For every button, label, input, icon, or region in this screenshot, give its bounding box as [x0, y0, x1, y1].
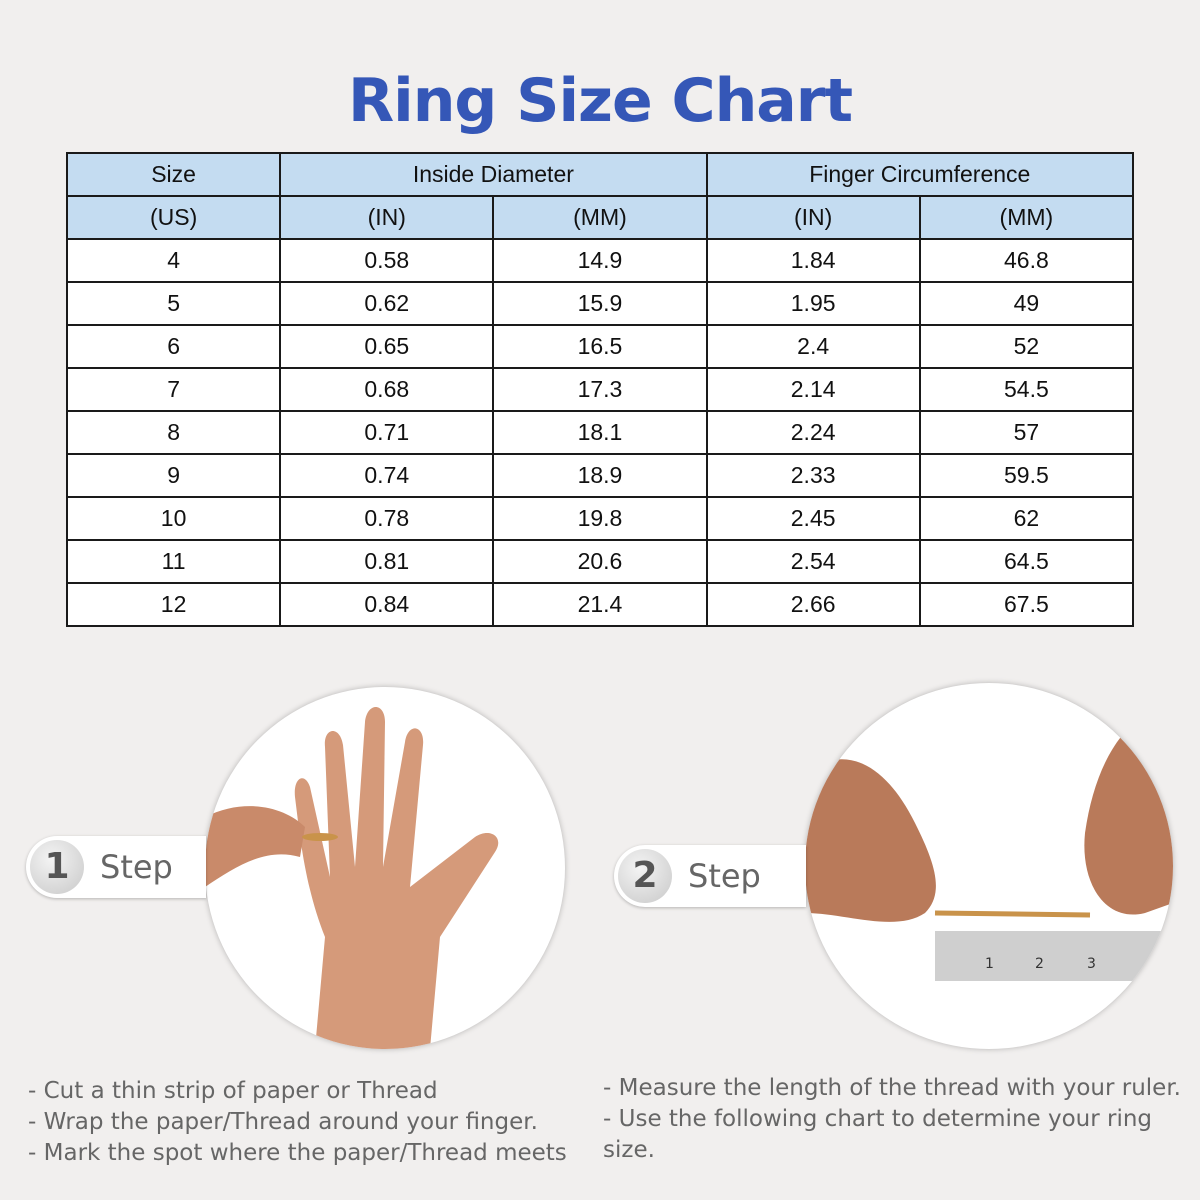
table-cell: 0.68: [279, 367, 495, 412]
table-row: 8 0.71 18.1 2.24 57: [65, 410, 1135, 455]
step-2-number: 2: [618, 849, 672, 903]
table-cell: 62: [918, 496, 1135, 541]
table-cell: 46.8: [918, 238, 1135, 283]
table-row: 10 0.78 19.8 2.45 62: [65, 496, 1135, 541]
table-cell: 2.33: [705, 453, 921, 498]
table-cell: 14.9: [492, 238, 708, 283]
table-cell: 59.5: [918, 453, 1135, 498]
table-cell: 19.8: [492, 496, 708, 541]
table-row: 4 0.58 14.9 1.84 46.8: [65, 238, 1135, 283]
table-cell: 11: [65, 539, 282, 584]
page-title: Ring Size Chart: [347, 66, 853, 136]
table-cell: 1.95: [705, 281, 921, 326]
instruction-item: Use the following chart to determine you…: [603, 1104, 1200, 1166]
unit-in: (IN): [705, 195, 921, 240]
table-cell: 0.74: [279, 453, 495, 498]
step-1-badge: 1 Step: [26, 836, 206, 898]
ring-size-table: Size Inside Diameter Finger Circumferenc…: [65, 152, 1135, 627]
instruction-item: Measure the length of the thread with yo…: [603, 1073, 1200, 1104]
table-row: 7 0.68 17.3 2.14 54.5: [65, 367, 1135, 412]
table-cell: 0.84: [279, 582, 495, 627]
table-cell: 9: [65, 453, 282, 498]
table-cell: 0.71: [279, 410, 495, 455]
instruction-item: Mark the spot where the paper/Thread mee…: [28, 1138, 567, 1169]
table-cell: 18.9: [492, 453, 708, 498]
instruction-item: Wrap the paper/Thread around your finger…: [28, 1107, 567, 1138]
table-cell: 10: [65, 496, 282, 541]
svg-text:1: 1: [985, 956, 994, 972]
table-cell: 49: [918, 281, 1135, 326]
header-size: Size: [65, 152, 282, 197]
step-2-badge: 2 Step: [614, 845, 806, 907]
step-2-instructions: Measure the length of the thread with yo…: [603, 1073, 1200, 1166]
table-unit-header-row: (US) (IN) (MM) (IN) (MM): [65, 195, 1135, 240]
header-finger-circumference: Finger Circumference: [705, 152, 1135, 197]
table-cell: 7: [65, 367, 282, 412]
table-cell: 0.65: [279, 324, 495, 369]
svg-text:2: 2: [1035, 956, 1044, 972]
table-cell: 12: [65, 582, 282, 627]
ruler-and-thread-icon: 1 2 3: [805, 703, 1173, 981]
table-cell: 2.45: [705, 496, 921, 541]
table-cell: 5: [65, 281, 282, 326]
table-cell: 2.54: [705, 539, 921, 584]
table-cell: 1.84: [705, 238, 921, 283]
step-1-label: Step: [100, 848, 173, 886]
table-cell: 52: [918, 324, 1135, 369]
table-cell: 67.5: [918, 582, 1135, 627]
unit-in: (IN): [279, 195, 495, 240]
table-cell: 21.4: [492, 582, 708, 627]
table-cell: 2.4: [705, 324, 921, 369]
table-cell: 20.6: [492, 539, 708, 584]
header-inside-diameter: Inside Diameter: [279, 152, 708, 197]
unit-mm: (MM): [918, 195, 1135, 240]
unit-mm: (MM): [492, 195, 708, 240]
instruction-item: Cut a thin strip of paper or Thread: [28, 1076, 567, 1107]
table-row: 6 0.65 16.5 2.4 52: [65, 324, 1135, 369]
table-cell: 17.3: [492, 367, 708, 412]
table-cell: 18.1: [492, 410, 708, 455]
step-1-number: 1: [30, 840, 84, 894]
table-cell: 4: [65, 238, 282, 283]
table-cell: 57: [918, 410, 1135, 455]
step-2-image: 1 2 3: [805, 683, 1173, 1049]
table-cell: 2.66: [705, 582, 921, 627]
step-2-label: Step: [688, 857, 761, 895]
table-cell: 0.62: [279, 281, 495, 326]
table-row: 5 0.62 15.9 1.95 49: [65, 281, 1135, 326]
step-1-instructions: Cut a thin strip of paper or Thread Wrap…: [28, 1076, 567, 1169]
table-row: 11 0.81 20.6 2.54 64.5: [65, 539, 1135, 584]
table-cell: 8: [65, 410, 282, 455]
svg-text:3: 3: [1087, 956, 1096, 972]
table-cell: 64.5: [918, 539, 1135, 584]
table-cell: 2.24: [705, 410, 921, 455]
table-cell: 0.78: [279, 496, 495, 541]
table-cell: 0.58: [279, 238, 495, 283]
table-cell: 15.9: [492, 281, 708, 326]
unit-us: (US): [65, 195, 282, 240]
step-1-image: [205, 687, 565, 1049]
table-cell: 2.14: [705, 367, 921, 412]
table-cell: 6: [65, 324, 282, 369]
hand-icon: [205, 707, 499, 1049]
table-cell: 54.5: [918, 367, 1135, 412]
table-row: 9 0.74 18.9 2.33 59.5: [65, 453, 1135, 498]
table-cell: 16.5: [492, 324, 708, 369]
table-group-header-row: Size Inside Diameter Finger Circumferenc…: [65, 152, 1135, 197]
table-cell: 0.81: [279, 539, 495, 584]
table-row: 12 0.84 21.4 2.66 67.5: [65, 582, 1135, 627]
